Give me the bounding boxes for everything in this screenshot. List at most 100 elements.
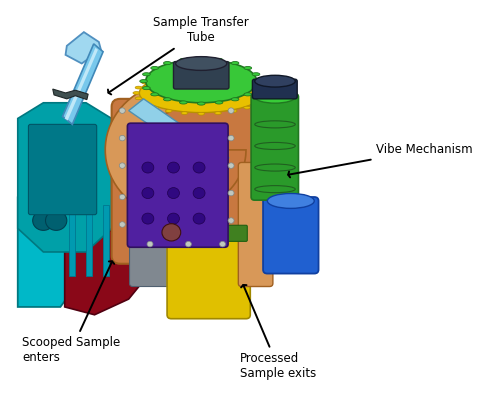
Circle shape [168,188,180,199]
Ellipse shape [152,106,159,109]
Ellipse shape [181,112,188,114]
Circle shape [33,211,54,230]
Ellipse shape [151,67,158,70]
Ellipse shape [255,75,295,87]
Circle shape [120,163,125,168]
Ellipse shape [164,98,171,101]
Ellipse shape [230,74,237,76]
Ellipse shape [244,93,252,96]
Ellipse shape [180,101,187,104]
Polygon shape [65,48,98,121]
Ellipse shape [267,193,314,208]
Polygon shape [129,99,229,169]
Ellipse shape [151,93,158,96]
Ellipse shape [166,110,172,112]
Ellipse shape [215,58,223,61]
Polygon shape [53,89,88,100]
FancyBboxPatch shape [252,79,297,99]
Ellipse shape [135,86,142,89]
Circle shape [147,242,153,247]
FancyBboxPatch shape [127,123,228,247]
Ellipse shape [152,77,159,80]
Ellipse shape [263,91,269,94]
Polygon shape [65,229,154,315]
Ellipse shape [198,112,204,115]
Ellipse shape [254,102,261,105]
Ellipse shape [135,97,142,100]
Bar [103,205,109,275]
Ellipse shape [244,67,252,70]
Circle shape [219,242,226,247]
Ellipse shape [166,74,172,76]
Ellipse shape [164,61,171,65]
Ellipse shape [231,61,239,65]
Circle shape [228,136,234,141]
Ellipse shape [142,102,148,105]
Ellipse shape [140,80,147,83]
Ellipse shape [252,73,260,76]
Ellipse shape [142,81,148,84]
FancyBboxPatch shape [173,61,229,89]
FancyBboxPatch shape [130,233,213,286]
FancyBboxPatch shape [167,232,250,319]
Circle shape [46,211,67,230]
Ellipse shape [261,86,267,89]
Circle shape [185,242,192,247]
Polygon shape [105,85,192,219]
FancyBboxPatch shape [239,162,273,286]
Circle shape [228,163,234,168]
Ellipse shape [198,71,204,74]
Circle shape [120,108,125,113]
Polygon shape [62,44,103,125]
Circle shape [120,136,125,141]
Circle shape [168,213,180,224]
Ellipse shape [180,58,187,61]
Circle shape [193,162,205,173]
Circle shape [228,108,234,113]
Ellipse shape [252,87,260,90]
FancyBboxPatch shape [263,197,319,273]
Ellipse shape [215,71,221,74]
Text: Processed
Sample exits: Processed Sample exits [240,285,316,380]
Ellipse shape [176,57,227,71]
Circle shape [142,162,154,173]
Circle shape [120,222,125,227]
Polygon shape [186,150,246,210]
Text: Sample Transfer
Tube: Sample Transfer Tube [108,17,249,95]
Ellipse shape [181,71,188,74]
Circle shape [193,213,205,224]
Ellipse shape [215,112,221,114]
Circle shape [120,194,125,200]
Ellipse shape [215,101,223,104]
Polygon shape [18,103,112,252]
Ellipse shape [255,80,263,83]
Circle shape [162,224,181,241]
Circle shape [228,218,234,223]
FancyBboxPatch shape [251,94,299,200]
Ellipse shape [231,98,239,101]
FancyBboxPatch shape [112,99,269,264]
Bar [86,205,93,275]
Ellipse shape [133,91,140,94]
Bar [69,205,75,275]
Ellipse shape [197,102,205,105]
Ellipse shape [244,77,251,80]
Ellipse shape [255,91,295,103]
FancyBboxPatch shape [170,225,247,242]
Ellipse shape [146,59,257,103]
Circle shape [193,188,205,199]
Ellipse shape [254,81,261,84]
Text: Vibe Mechanism: Vibe Mechanism [288,143,473,177]
Text: Scooped Sample
enters: Scooped Sample enters [22,261,120,364]
Ellipse shape [230,110,237,112]
Ellipse shape [143,73,150,76]
Ellipse shape [261,97,267,100]
FancyBboxPatch shape [28,125,96,215]
Ellipse shape [197,57,205,60]
Polygon shape [66,32,101,63]
Circle shape [168,162,180,173]
Ellipse shape [139,73,263,113]
Ellipse shape [143,87,150,90]
Ellipse shape [244,106,251,109]
Polygon shape [18,173,137,307]
